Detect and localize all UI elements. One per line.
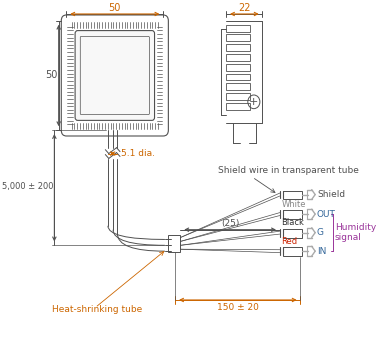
Text: OUT: OUT xyxy=(317,210,336,218)
Bar xyxy=(226,54,250,61)
Bar xyxy=(283,229,302,237)
Bar xyxy=(226,103,250,110)
Text: Black: Black xyxy=(282,218,304,227)
Text: +: + xyxy=(249,97,259,107)
Text: IN: IN xyxy=(317,247,326,256)
Bar xyxy=(226,44,250,51)
Bar xyxy=(283,191,302,200)
Text: Humidity
signal: Humidity signal xyxy=(335,223,376,242)
Text: 5,000 ± 200: 5,000 ± 200 xyxy=(2,182,53,191)
Text: 22: 22 xyxy=(238,2,251,12)
FancyBboxPatch shape xyxy=(75,31,155,120)
Bar xyxy=(283,247,302,256)
Bar xyxy=(226,83,250,90)
Text: 50: 50 xyxy=(45,70,57,80)
Bar xyxy=(226,64,250,71)
Bar xyxy=(226,35,250,41)
Text: Shield: Shield xyxy=(317,190,345,199)
Text: Shield wire in transparent tube: Shield wire in transparent tube xyxy=(218,166,358,175)
Text: Red: Red xyxy=(282,237,298,246)
Bar xyxy=(226,25,250,31)
Text: G: G xyxy=(317,228,324,237)
Bar xyxy=(168,235,180,252)
Text: 150 ± 20: 150 ± 20 xyxy=(217,303,259,312)
Text: Heat-shrinking tube: Heat-shrinking tube xyxy=(52,305,142,314)
Text: 5.1 dia.: 5.1 dia. xyxy=(121,149,155,158)
Bar xyxy=(226,74,250,80)
Text: 50: 50 xyxy=(108,2,121,12)
Bar xyxy=(226,93,250,100)
Bar xyxy=(283,210,302,219)
Text: (25): (25) xyxy=(221,219,239,228)
Text: White: White xyxy=(282,200,306,209)
